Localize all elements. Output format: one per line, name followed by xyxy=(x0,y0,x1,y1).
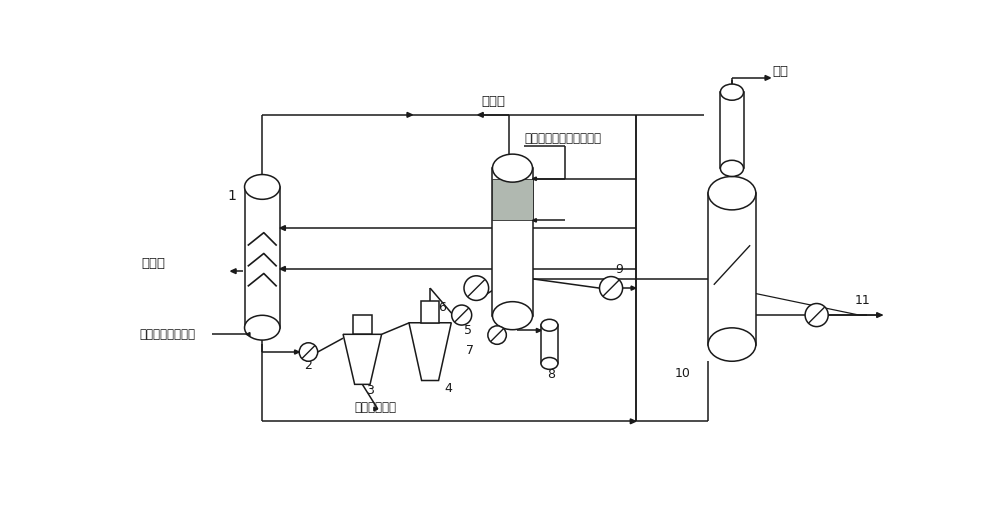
Text: 5: 5 xyxy=(464,324,472,337)
Polygon shape xyxy=(280,266,285,271)
Text: 产品气: 产品气 xyxy=(482,95,506,108)
Ellipse shape xyxy=(541,320,558,331)
Polygon shape xyxy=(343,334,382,385)
Text: 水洗塔阻垢分散剂加注点: 水洗塔阻垢分散剂加注点 xyxy=(524,132,601,145)
Text: 油: 油 xyxy=(499,315,507,328)
Text: 10: 10 xyxy=(674,367,690,379)
Polygon shape xyxy=(246,333,250,336)
Ellipse shape xyxy=(492,302,533,330)
Polygon shape xyxy=(630,419,636,424)
Bar xyxy=(708,193,756,344)
Text: 含催化剂废水: 含催化剂废水 xyxy=(355,401,397,415)
Text: 6: 6 xyxy=(438,301,446,314)
Polygon shape xyxy=(765,76,770,80)
Polygon shape xyxy=(533,218,536,222)
Polygon shape xyxy=(280,226,285,231)
Ellipse shape xyxy=(492,154,533,182)
Polygon shape xyxy=(631,286,636,290)
Bar xyxy=(492,168,533,315)
Text: 8: 8 xyxy=(547,368,555,381)
Text: 2: 2 xyxy=(305,359,312,372)
Polygon shape xyxy=(536,328,541,333)
Ellipse shape xyxy=(720,84,744,100)
Bar xyxy=(492,179,533,220)
Circle shape xyxy=(488,326,506,344)
Circle shape xyxy=(600,276,623,300)
Ellipse shape xyxy=(720,161,744,176)
Circle shape xyxy=(464,276,489,300)
Bar xyxy=(541,325,558,363)
Circle shape xyxy=(805,303,828,327)
Ellipse shape xyxy=(708,176,756,210)
Polygon shape xyxy=(877,312,882,318)
Bar xyxy=(421,301,439,323)
Text: 产品气: 产品气 xyxy=(141,257,165,270)
Text: 3: 3 xyxy=(366,384,374,397)
Text: 7: 7 xyxy=(466,344,474,357)
Text: 9: 9 xyxy=(615,263,623,276)
Circle shape xyxy=(452,305,472,325)
Polygon shape xyxy=(231,269,236,274)
Polygon shape xyxy=(478,112,483,117)
Polygon shape xyxy=(409,323,451,380)
Text: 高温萃取剂加注点: 高温萃取剂加注点 xyxy=(139,328,195,341)
Ellipse shape xyxy=(245,315,280,340)
Ellipse shape xyxy=(245,175,280,199)
Ellipse shape xyxy=(541,358,558,369)
Polygon shape xyxy=(533,177,536,180)
Bar xyxy=(245,187,280,328)
Text: 11: 11 xyxy=(855,294,871,307)
Bar xyxy=(720,92,744,168)
Circle shape xyxy=(299,343,318,361)
Ellipse shape xyxy=(708,328,756,361)
Text: 1: 1 xyxy=(228,188,236,203)
Text: 回炼: 回炼 xyxy=(772,65,788,78)
Polygon shape xyxy=(374,407,378,411)
Polygon shape xyxy=(295,350,299,354)
Polygon shape xyxy=(407,112,412,117)
Text: 4: 4 xyxy=(444,382,452,395)
Bar xyxy=(353,315,372,334)
